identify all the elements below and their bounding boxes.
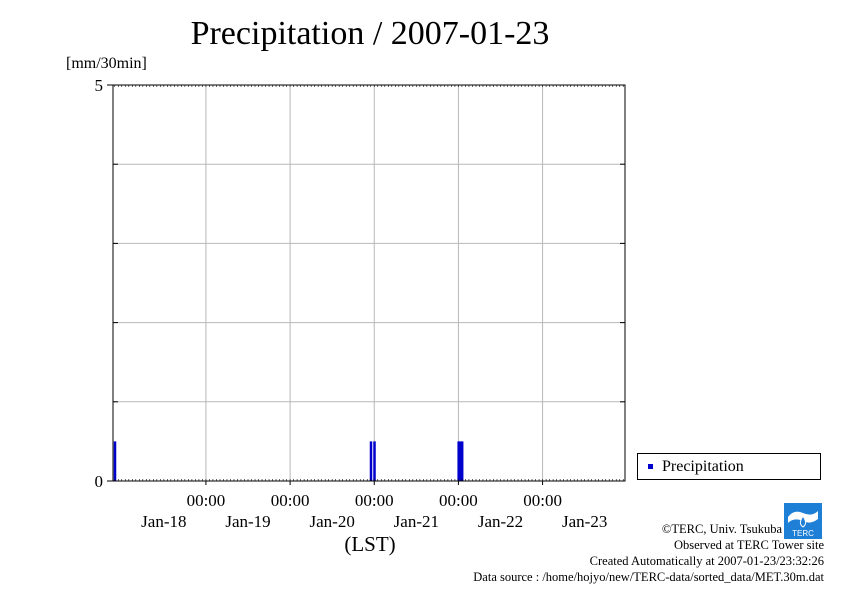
precipitation-bar (459, 441, 462, 481)
terc-logo: TERC (784, 503, 822, 539)
y-tick-label: 5 (95, 76, 104, 95)
credit-copyright: ©TERC, Univ. Tsukuba (661, 522, 782, 536)
x-time-label: 00:00 (271, 491, 310, 510)
plot-frame (112, 84, 626, 482)
credits-block: ©TERC, Univ. Tsukuba Observed at TERC To… (473, 521, 824, 585)
x-time-label: 00:00 (355, 491, 394, 510)
legend: Precipitation (637, 453, 821, 480)
precipitation-bar (460, 441, 464, 481)
tick-layer (107, 84, 625, 485)
precipitation-bar (457, 441, 460, 481)
x-time-label: 00:00 (523, 491, 562, 510)
credit-source: Data source : /home/hojyo/new/TERC-data/… (473, 570, 824, 584)
legend-label: Precipitation (662, 457, 744, 475)
x-date-label: Jan-18 (141, 512, 186, 531)
x-date-label: Jan-23 (562, 512, 607, 531)
x-date-label: Jan-21 (394, 512, 439, 531)
x-date-label: Jan-19 (225, 512, 270, 531)
precipitation-bar (113, 441, 117, 481)
grid-layer (113, 85, 625, 481)
x-time-label: 00:00 (187, 491, 226, 510)
legend-swatch (648, 464, 653, 469)
credit-created: Created Automatically at 2007-01-23/23:3… (589, 554, 824, 568)
x-time-label: 00:00 (439, 491, 478, 510)
y-axis-unit-label: [mm/30min] (66, 55, 147, 72)
precipitation-bar (369, 441, 373, 481)
x-date-label: Jan-22 (478, 512, 523, 531)
y-tick-label: 0 (95, 472, 104, 491)
bar-layer (113, 441, 464, 481)
x-axis-label: (LST) (344, 532, 395, 556)
chart-title: Precipitation / 2007-01-23 (190, 15, 550, 52)
logo-text: TERC (792, 529, 814, 538)
x-date-label: Jan-20 (310, 512, 355, 531)
precipitation-bar (373, 441, 376, 481)
credit-observed: Observed at TERC Tower site (673, 538, 824, 552)
